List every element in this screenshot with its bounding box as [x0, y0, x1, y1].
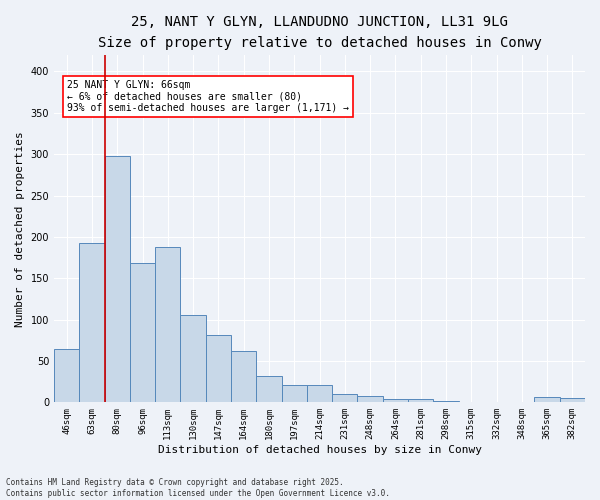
Bar — [332, 394, 358, 402]
Bar — [358, 396, 383, 402]
Bar — [307, 385, 332, 402]
Bar — [433, 400, 458, 402]
Bar — [560, 398, 585, 402]
Title: 25, NANT Y GLYN, LLANDUDNO JUNCTION, LL31 9LG
Size of property relative to detac: 25, NANT Y GLYN, LLANDUDNO JUNCTION, LL3… — [98, 15, 541, 50]
Y-axis label: Number of detached properties: Number of detached properties — [15, 131, 25, 326]
Text: 25 NANT Y GLYN: 66sqm
← 6% of detached houses are smaller (80)
93% of semi-detac: 25 NANT Y GLYN: 66sqm ← 6% of detached h… — [67, 80, 349, 113]
Bar — [79, 242, 104, 402]
Bar — [130, 262, 155, 402]
Bar — [155, 247, 181, 402]
Bar — [256, 376, 281, 402]
Bar — [104, 156, 130, 402]
Bar — [535, 398, 560, 402]
Bar — [54, 348, 79, 403]
Text: Contains HM Land Registry data © Crown copyright and database right 2025.
Contai: Contains HM Land Registry data © Crown c… — [6, 478, 390, 498]
Bar — [206, 336, 231, 402]
Bar — [231, 351, 256, 403]
Bar — [408, 399, 433, 402]
Bar — [281, 385, 307, 402]
Bar — [181, 314, 206, 402]
Bar — [383, 399, 408, 402]
X-axis label: Distribution of detached houses by size in Conwy: Distribution of detached houses by size … — [158, 445, 482, 455]
